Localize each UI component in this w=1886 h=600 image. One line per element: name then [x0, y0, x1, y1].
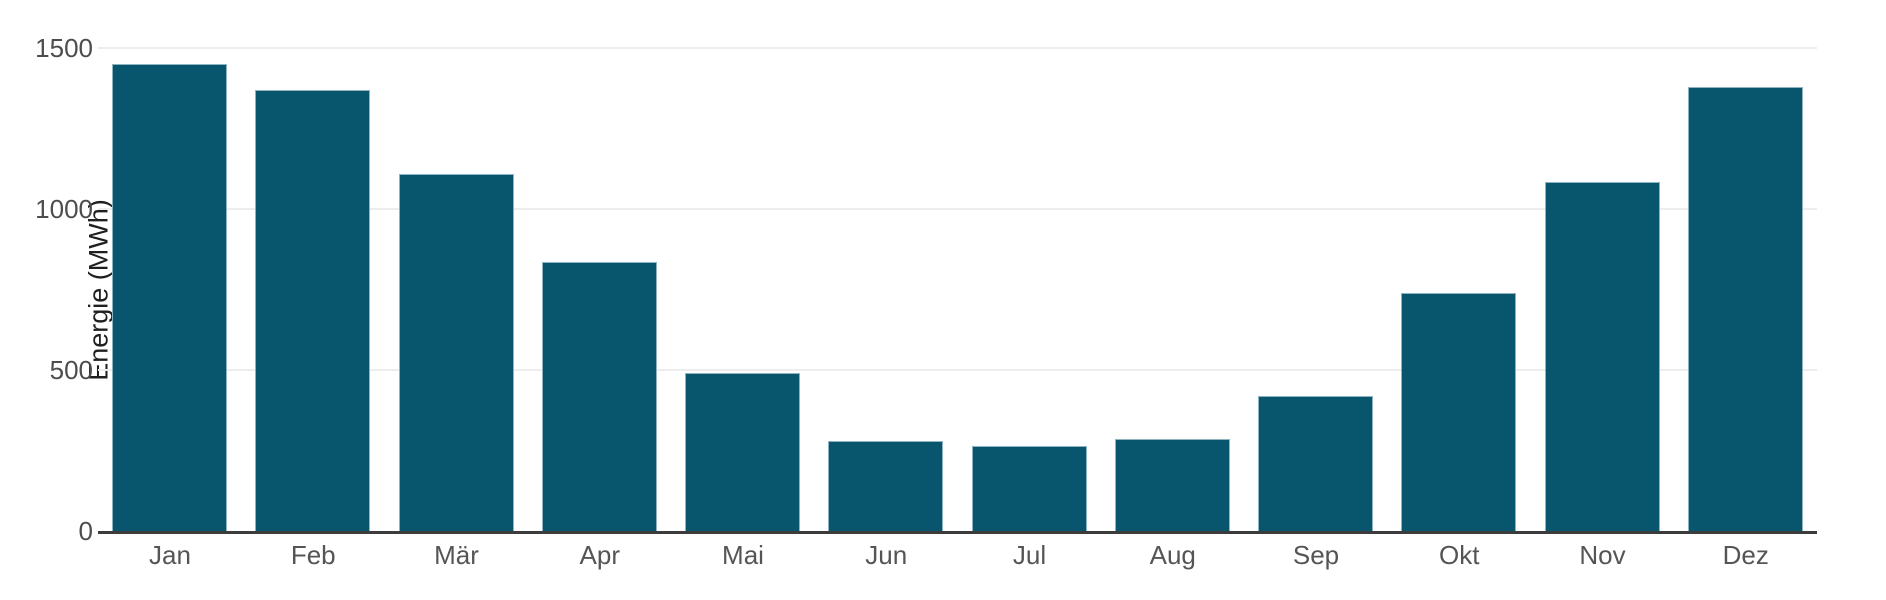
bar-jul[interactable] [971, 446, 1087, 531]
x-tick-label-mai: Mai [722, 540, 764, 570]
y-tick-label-1000: 1000 [35, 194, 93, 224]
x-tick-label-dez: Dez [1722, 540, 1769, 570]
gridline-1500 [98, 47, 1817, 49]
bar-sep[interactable] [1258, 396, 1374, 531]
bar-apr[interactable] [541, 262, 657, 531]
x-tick-label-okt: Okt [1439, 540, 1480, 570]
gridline-500 [98, 369, 1817, 371]
x-tick-label-feb: Feb [290, 540, 336, 570]
x-tick-label-apr: Apr [579, 540, 620, 570]
x-tick-label-nov: Nov [1579, 540, 1626, 570]
bar-feb[interactable] [255, 90, 371, 531]
y-tick-label-1500: 1500 [35, 33, 93, 63]
y-tick-label-0: 0 [78, 516, 93, 546]
bar-okt[interactable] [1401, 293, 1517, 531]
y-tick-label-500: 500 [49, 355, 93, 385]
x-tick-label-jul: Jul [1012, 540, 1047, 570]
x-tick-label-jan: Jan [149, 540, 191, 570]
bar-nov[interactable] [1544, 182, 1660, 531]
x-tick-label-aug: Aug [1149, 540, 1196, 570]
bar-mär[interactable] [398, 174, 514, 531]
bar-mai[interactable] [685, 373, 801, 531]
bar-jan[interactable] [112, 64, 228, 531]
gridline-1000 [98, 208, 1817, 210]
x-tick-label-sep: Sep [1292, 540, 1340, 570]
bar-jun[interactable] [828, 441, 944, 531]
bar-aug[interactable] [1114, 439, 1230, 531]
x-tick-label-jun: Jun [865, 540, 908, 570]
x-tick-label-mär: Mär [434, 540, 479, 570]
plot-area [98, 47, 1817, 534]
bar-dez[interactable] [1687, 87, 1803, 531]
